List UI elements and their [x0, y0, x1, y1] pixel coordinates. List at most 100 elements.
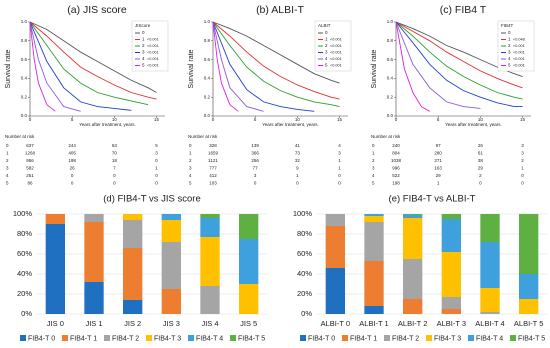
- survival-curve: [395, 21, 523, 89]
- bar-segment: [123, 214, 143, 220]
- y-tick-label: 40%: [297, 269, 312, 278]
- x-tick-label: 15: [520, 117, 526, 122]
- bar-segment: [45, 224, 65, 314]
- risk-value: 328: [209, 143, 217, 148]
- risk-value: 7: [113, 166, 116, 171]
- risk-value: 522: [392, 173, 400, 178]
- risk-value: 1038: [391, 158, 402, 163]
- risk-value: 198: [68, 158, 76, 163]
- bar-segment: [239, 239, 259, 284]
- legend-label: FIB4-T 3: [434, 335, 461, 342]
- risk-row-label: 2: [189, 158, 192, 163]
- legend-p-value: <0.001: [513, 64, 525, 68]
- legend-title: ALBIT: [318, 23, 331, 28]
- risk-value: 1: [296, 173, 299, 178]
- survival-curve: [395, 21, 430, 112]
- panel-title: (c) FIB4 T: [440, 4, 487, 16]
- legend-p-value: <0.001: [513, 51, 525, 55]
- bar-segment: [441, 297, 461, 309]
- legend-label: 4: [325, 56, 328, 61]
- risk-value: 4: [338, 143, 341, 148]
- survival-curve: [212, 21, 315, 112]
- legend-swatch: [62, 335, 68, 341]
- risk-value: 0: [254, 181, 257, 186]
- risk-value: 637: [26, 143, 34, 148]
- survival-curve: [29, 21, 56, 112]
- y-tick-label: 0.2: [387, 94, 394, 99]
- bar-segment: [239, 284, 259, 314]
- y-tick-label: 0.0: [387, 113, 394, 118]
- legend-swatch: [104, 335, 110, 341]
- risk-value: 32: [295, 158, 301, 163]
- risk-value: 29: [478, 166, 484, 171]
- risk-value: 5: [155, 143, 158, 148]
- risk-value: 3: [338, 151, 341, 156]
- x-tick-label: 15: [337, 117, 343, 122]
- y-tick-label: 100%: [293, 209, 313, 218]
- y-tick-label: 0%: [301, 309, 312, 318]
- risk-row-label: 1: [6, 151, 9, 156]
- risk-value: 97: [436, 143, 442, 148]
- survival-curve: [395, 21, 523, 77]
- risk-value: 1: [521, 166, 524, 171]
- bar-segment: [403, 299, 423, 314]
- x-tick-label: 5: [437, 117, 440, 122]
- x-tick-label: ALBI-T 2: [398, 319, 427, 328]
- survival-curve: [212, 21, 239, 112]
- y-tick-label: 1.0: [204, 19, 211, 24]
- y-tick-label: 0.2: [21, 94, 28, 99]
- legend-label: 4: [142, 56, 145, 61]
- risk-row-label: 1: [372, 151, 375, 156]
- x-tick-label: 15: [154, 117, 160, 122]
- bar-segment: [200, 286, 220, 314]
- risk-value: 198: [392, 181, 400, 186]
- legend-label: FIB4-T 0: [28, 335, 55, 342]
- panel-title: (e) FIB4-T vs ALBI-T: [389, 194, 476, 205]
- x-tick-label: ALBI-T 5: [514, 319, 543, 328]
- legend-label: 1: [508, 37, 511, 42]
- risk-value: 61: [478, 151, 484, 156]
- risk-row-label: 1: [189, 151, 192, 156]
- bar-segment: [480, 312, 500, 314]
- risk-value: 1121: [208, 158, 218, 163]
- bar-segment: [441, 219, 461, 252]
- bar-segment: [123, 248, 143, 300]
- bar-segment: [519, 299, 539, 314]
- risk-row-label: 5: [189, 181, 192, 186]
- bar-segment: [519, 214, 539, 274]
- x-axis-label: Years after treatment, years.: [445, 122, 502, 127]
- risk-value: 777: [209, 166, 217, 171]
- survival-curve: [395, 21, 481, 109]
- risk-title: Number at risk: [5, 134, 35, 139]
- bar-segment: [364, 261, 384, 306]
- legend-label: 3: [325, 50, 328, 55]
- y-tick-label: 0.4: [387, 76, 394, 81]
- y-tick-label: 20%: [17, 289, 32, 298]
- survival-curve: [212, 21, 340, 84]
- y-tick-label: 0.0: [21, 113, 28, 118]
- legend-label: 3: [508, 50, 511, 55]
- y-tick-label: 0.0: [204, 113, 211, 118]
- y-tick-label: 80%: [297, 229, 312, 238]
- bar-segment: [84, 222, 104, 282]
- survival-curve: [29, 21, 149, 106]
- risk-value: 3: [521, 143, 524, 148]
- bar-segment: [480, 242, 500, 288]
- y-tick-label: 0.6: [387, 57, 394, 62]
- x-axis-label: Years after treatment, years.: [262, 122, 319, 127]
- x-tick-label: JIS 0: [47, 319, 64, 328]
- risk-value: 29: [436, 173, 442, 178]
- legend-swatch: [300, 335, 306, 341]
- risk-row-label: 3: [6, 166, 9, 171]
- y-tick-label: 0.2: [204, 94, 211, 99]
- bar-segment: [441, 214, 461, 219]
- risk-value: 18: [112, 158, 118, 163]
- bar-segment: [239, 214, 259, 239]
- legend-swatch: [384, 335, 390, 341]
- risk-value: 63: [112, 143, 118, 148]
- bar-segment: [325, 268, 345, 314]
- legend-p-value: <0.001: [147, 57, 159, 61]
- risk-value: 251: [26, 173, 34, 178]
- legend-p-value: <0.001: [513, 44, 525, 48]
- y-tick-label: 1.0: [387, 19, 394, 24]
